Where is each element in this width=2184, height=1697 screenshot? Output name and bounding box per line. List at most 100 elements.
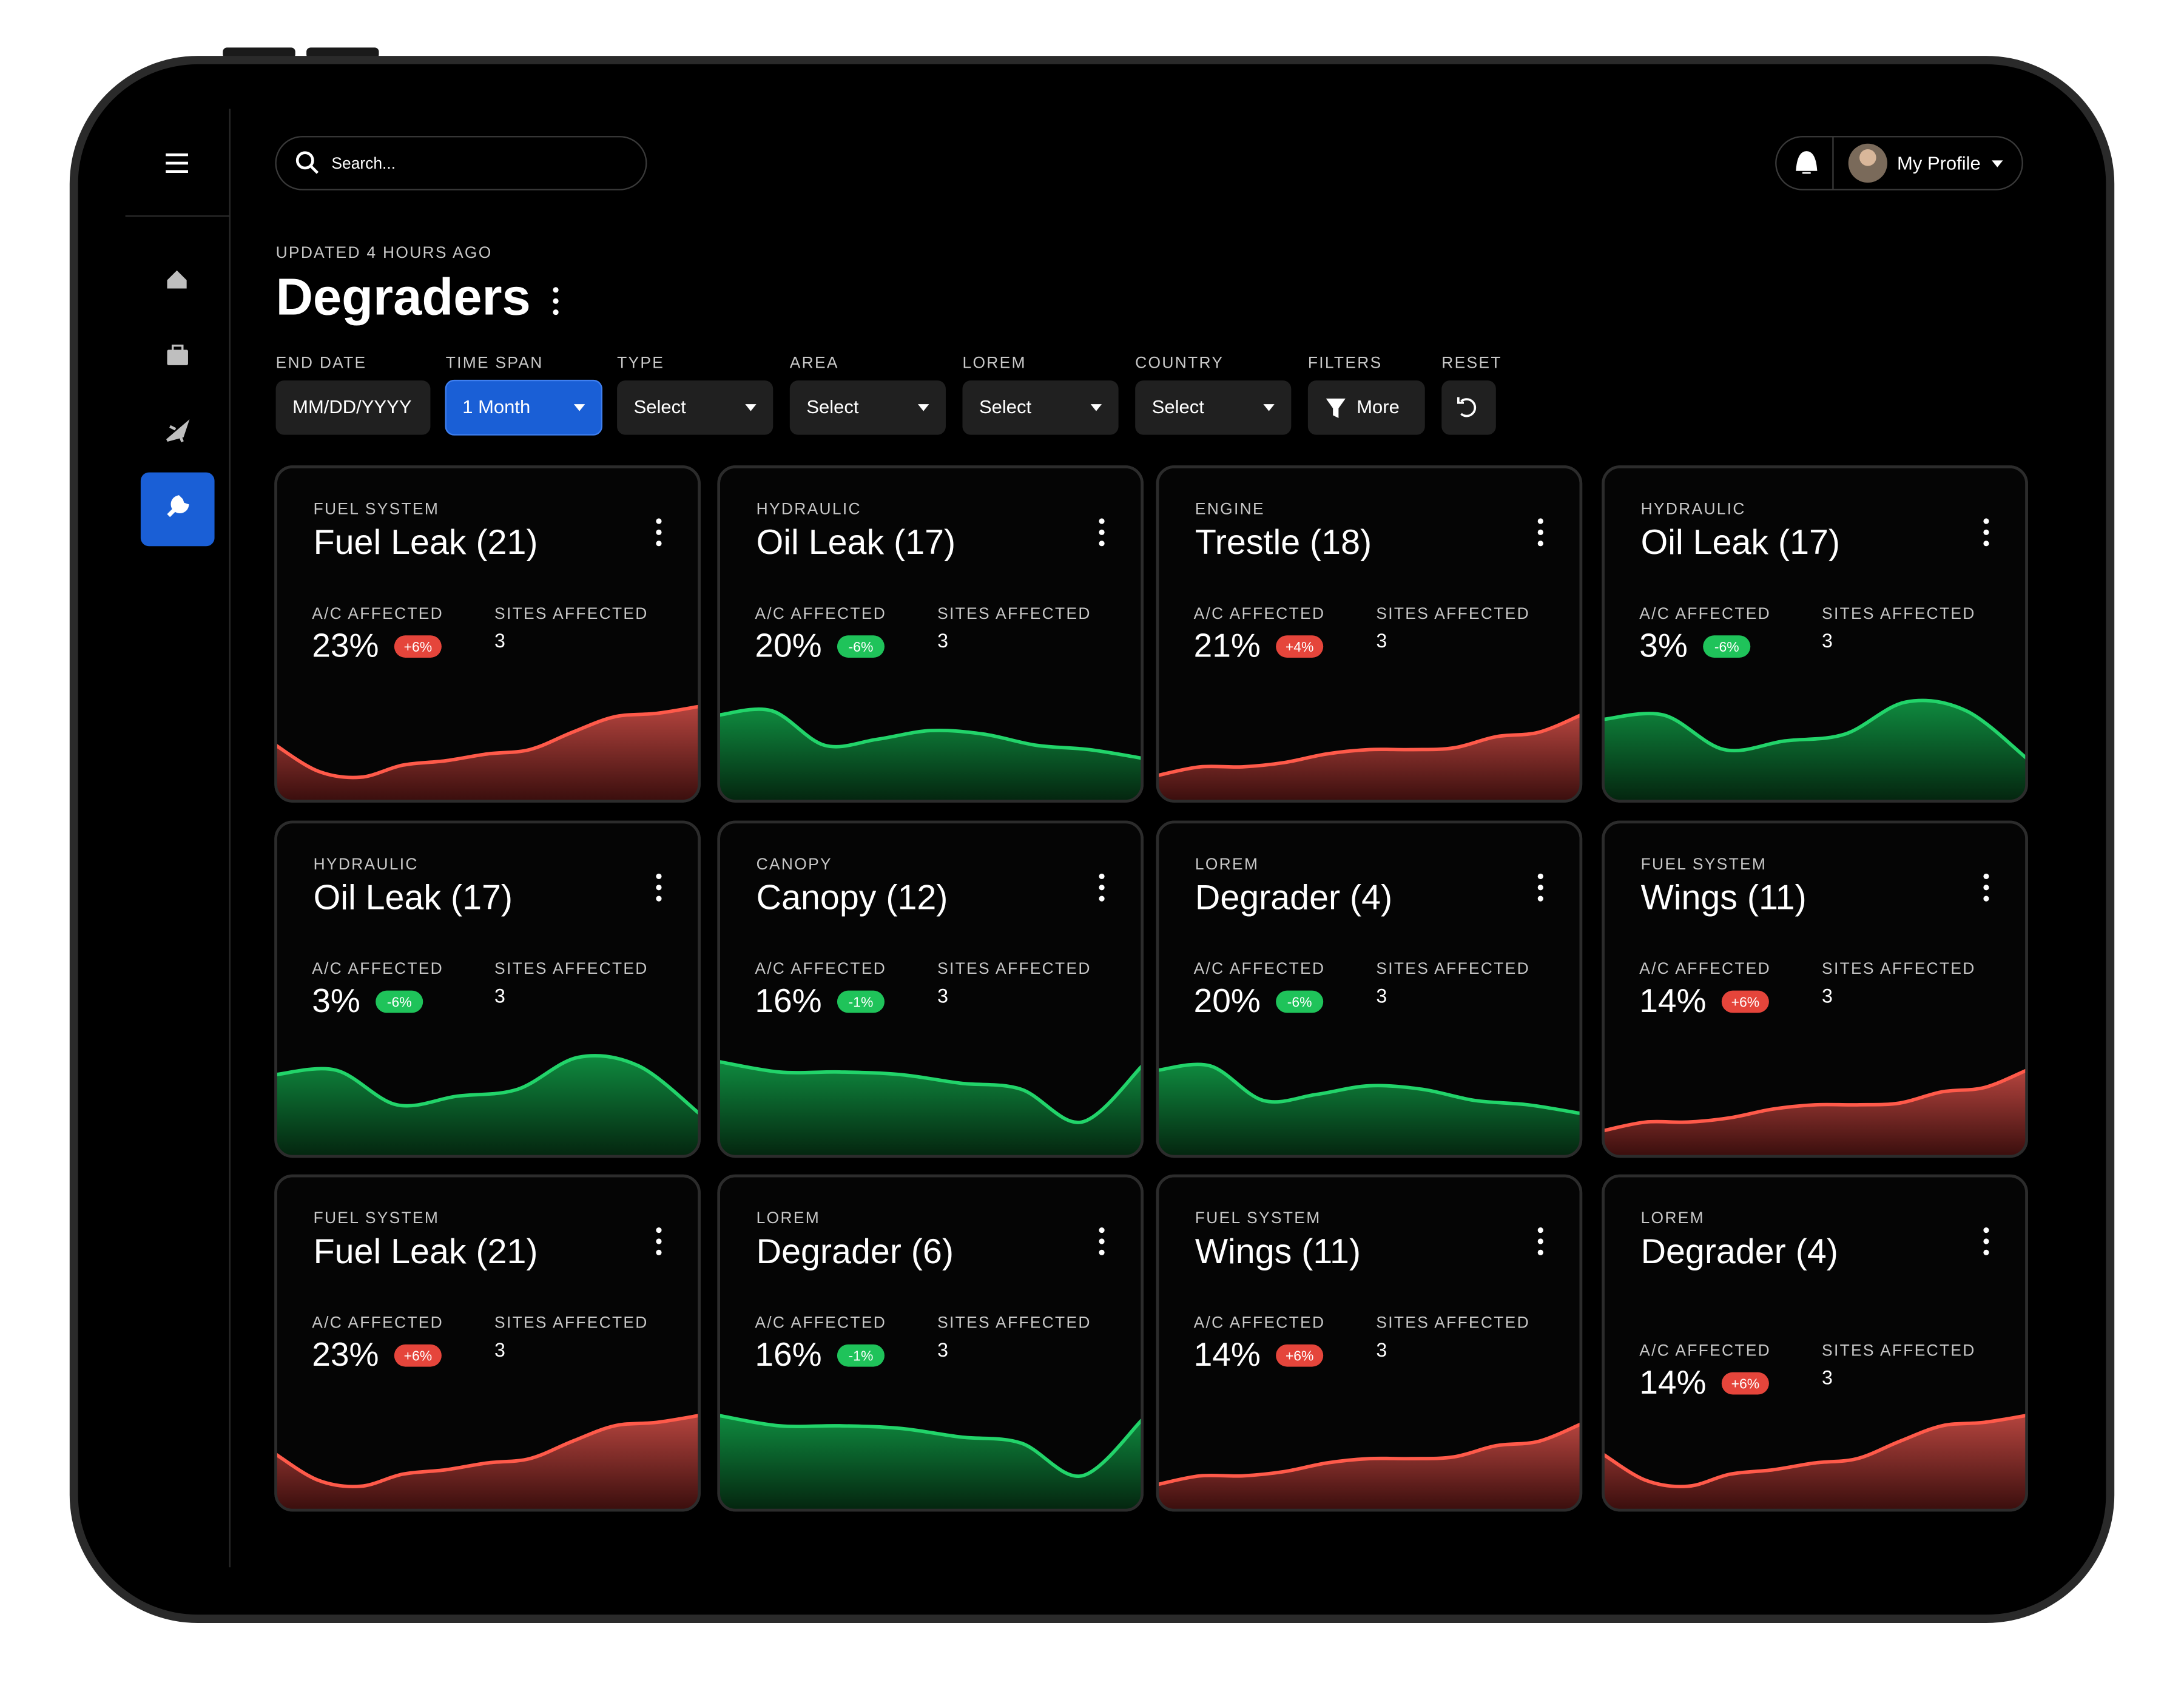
- home-icon[interactable]: [167, 270, 187, 289]
- card-menu[interactable]: [656, 518, 662, 524]
- card[interactable]: ENGINE Trestle (18) A/C AFFECTED SITES AFFE…: [1156, 465, 1583, 803]
- card-menu[interactable]: [1983, 529, 1989, 535]
- card[interactable]: CANOPY Canopy (12) A/C AFFECTED SITES AFFEC…: [717, 820, 1144, 1158]
- ac-label: A/C AFFECTED: [1639, 604, 1771, 622]
- change-value: -1%: [849, 994, 874, 1010]
- card[interactable]: LOREM Degrader (6) A/C AFFECTED SITES AFFEC…: [717, 1174, 1144, 1512]
- card-menu[interactable]: [1099, 1249, 1105, 1255]
- card-menu[interactable]: [1537, 873, 1543, 880]
- card-menu[interactable]: [1099, 885, 1105, 891]
- card-title: Fuel Leak (21): [314, 523, 538, 562]
- card-menu[interactable]: [1983, 1227, 1989, 1233]
- ac-value: 16%: [755, 1335, 821, 1373]
- card-menu[interactable]: [656, 873, 662, 880]
- card-menu[interactable]: [1983, 896, 1989, 902]
- dropdown-caret: [918, 404, 929, 411]
- card-menu[interactable]: [1537, 1249, 1543, 1255]
- menu-icon[interactable]: [166, 153, 188, 173]
- card-menu[interactable]: [1099, 529, 1105, 535]
- card-menu[interactable]: [1537, 896, 1543, 902]
- card-menu[interactable]: [656, 541, 662, 547]
- card-menu[interactable]: [1983, 1249, 1989, 1255]
- card-title: Fuel Leak (21): [314, 1232, 538, 1271]
- profile-name[interactable]: My Profile: [1897, 152, 1981, 174]
- card[interactable]: LOREM Degrader (4) A/C AFFECTED SITES AFFEC…: [1156, 820, 1583, 1158]
- card[interactable]: HYDRAULIC Oil Leak (17) A/C AFFECTED SITES …: [717, 465, 1144, 803]
- sparkline-line: [1603, 698, 2027, 760]
- card-menu[interactable]: [1537, 541, 1543, 547]
- filter-label: TYPE: [617, 353, 664, 371]
- card-menu[interactable]: [656, 529, 662, 535]
- card-menu[interactable]: [1099, 1238, 1105, 1244]
- card-category: FUEL SYSTEM: [1641, 855, 1767, 873]
- change-badge: [1721, 990, 1769, 1013]
- card-menu[interactable]: [1983, 873, 1989, 880]
- filter-control[interactable]: [1135, 380, 1292, 435]
- filter-control[interactable]: [1441, 380, 1496, 435]
- card-menu[interactable]: [1099, 873, 1105, 880]
- card-menu[interactable]: [1983, 518, 1989, 524]
- sparkline-line: [1157, 1062, 1581, 1116]
- sites-value: 3: [1376, 630, 1387, 652]
- change-badge: [376, 990, 423, 1013]
- change-badge: [1703, 635, 1751, 658]
- card[interactable]: HYDRAULIC Oil Leak (17) A/C AFFECTED SITES …: [1602, 465, 2028, 803]
- sparkline-area: [718, 1415, 1142, 1511]
- sparkline-area: [718, 709, 1142, 801]
- card-menu[interactable]: [1537, 885, 1543, 891]
- card-menu[interactable]: [1099, 1227, 1105, 1233]
- filter-control[interactable]: [275, 380, 431, 435]
- card-title: Degrader (4): [1195, 879, 1392, 917]
- card-menu[interactable]: [1983, 885, 1989, 891]
- card-menu[interactable]: [1099, 518, 1105, 524]
- card-category: LOREM: [1195, 855, 1259, 873]
- dropdown-caret: [1090, 404, 1102, 411]
- card-menu[interactable]: [1099, 896, 1105, 902]
- card[interactable]: FUEL SYSTEM Wings (11) A/C AFFECTED SITES A…: [1156, 1174, 1583, 1512]
- sparkline-line: [1603, 1068, 2027, 1133]
- card[interactable]: HYDRAULIC Oil Leak (17) A/C AFFECTED SITES …: [274, 820, 701, 1158]
- card-menu[interactable]: [1537, 1227, 1543, 1233]
- card-border: [717, 465, 1144, 803]
- avatar-face: [1859, 149, 1876, 166]
- page-title: Degraders: [276, 268, 531, 326]
- card-menu[interactable]: [656, 896, 662, 902]
- filter-control[interactable]: [1307, 380, 1425, 435]
- card[interactable]: FUEL SYSTEM Fuel Leak (21) A/C AFFECTED SIT…: [274, 465, 701, 803]
- card-menu[interactable]: [1537, 529, 1543, 535]
- card-menu[interactable]: [1537, 1238, 1543, 1244]
- card-menu[interactable]: [1983, 1238, 1989, 1244]
- profile-pill[interactable]: [1775, 136, 2023, 191]
- briefcase-icon[interactable]: [167, 344, 188, 365]
- card-menu[interactable]: [656, 885, 662, 891]
- sites-label: SITES AFFECTED: [1822, 604, 1976, 622]
- card[interactable]: LOREM Degrader (4) A/C AFFECTED SITES AFFEC…: [1602, 1174, 2028, 1512]
- sparkline-line: [275, 704, 699, 780]
- card[interactable]: FUEL SYSTEM Wings (11) A/C AFFECTED SITES A…: [1602, 820, 2028, 1158]
- ac-value: 20%: [755, 626, 821, 664]
- ac-label: A/C AFFECTED: [312, 959, 443, 977]
- card-border: [717, 1174, 1144, 1512]
- card-menu[interactable]: [656, 1238, 662, 1244]
- filter-control[interactable]: [962, 380, 1119, 435]
- card-menu[interactable]: [656, 1227, 662, 1233]
- filter-control[interactable]: [789, 380, 946, 435]
- card-category: FUEL SYSTEM: [1195, 1209, 1321, 1227]
- filter-control[interactable]: [617, 380, 774, 435]
- sites-label: SITES AFFECTED: [1376, 1313, 1530, 1331]
- card-menu[interactable]: [1983, 541, 1989, 547]
- jet-icon[interactable]: [166, 419, 190, 442]
- sites-label: SITES AFFECTED: [494, 604, 649, 622]
- change-badge: [837, 1344, 885, 1367]
- card[interactable]: FUEL SYSTEM Fuel Leak (21) A/C AFFECTED SIT…: [274, 1174, 701, 1512]
- search-box[interactable]: [275, 136, 647, 191]
- bell-icon[interactable]: [1796, 151, 1818, 174]
- filter-control[interactable]: [445, 379, 602, 436]
- card-menu[interactable]: [1537, 518, 1543, 524]
- sparkline-line: [275, 1054, 699, 1115]
- card-menu[interactable]: [656, 1249, 662, 1255]
- change-badge: [394, 635, 442, 658]
- title-menu[interactable]: [553, 287, 559, 315]
- card-menu[interactable]: [1099, 541, 1105, 547]
